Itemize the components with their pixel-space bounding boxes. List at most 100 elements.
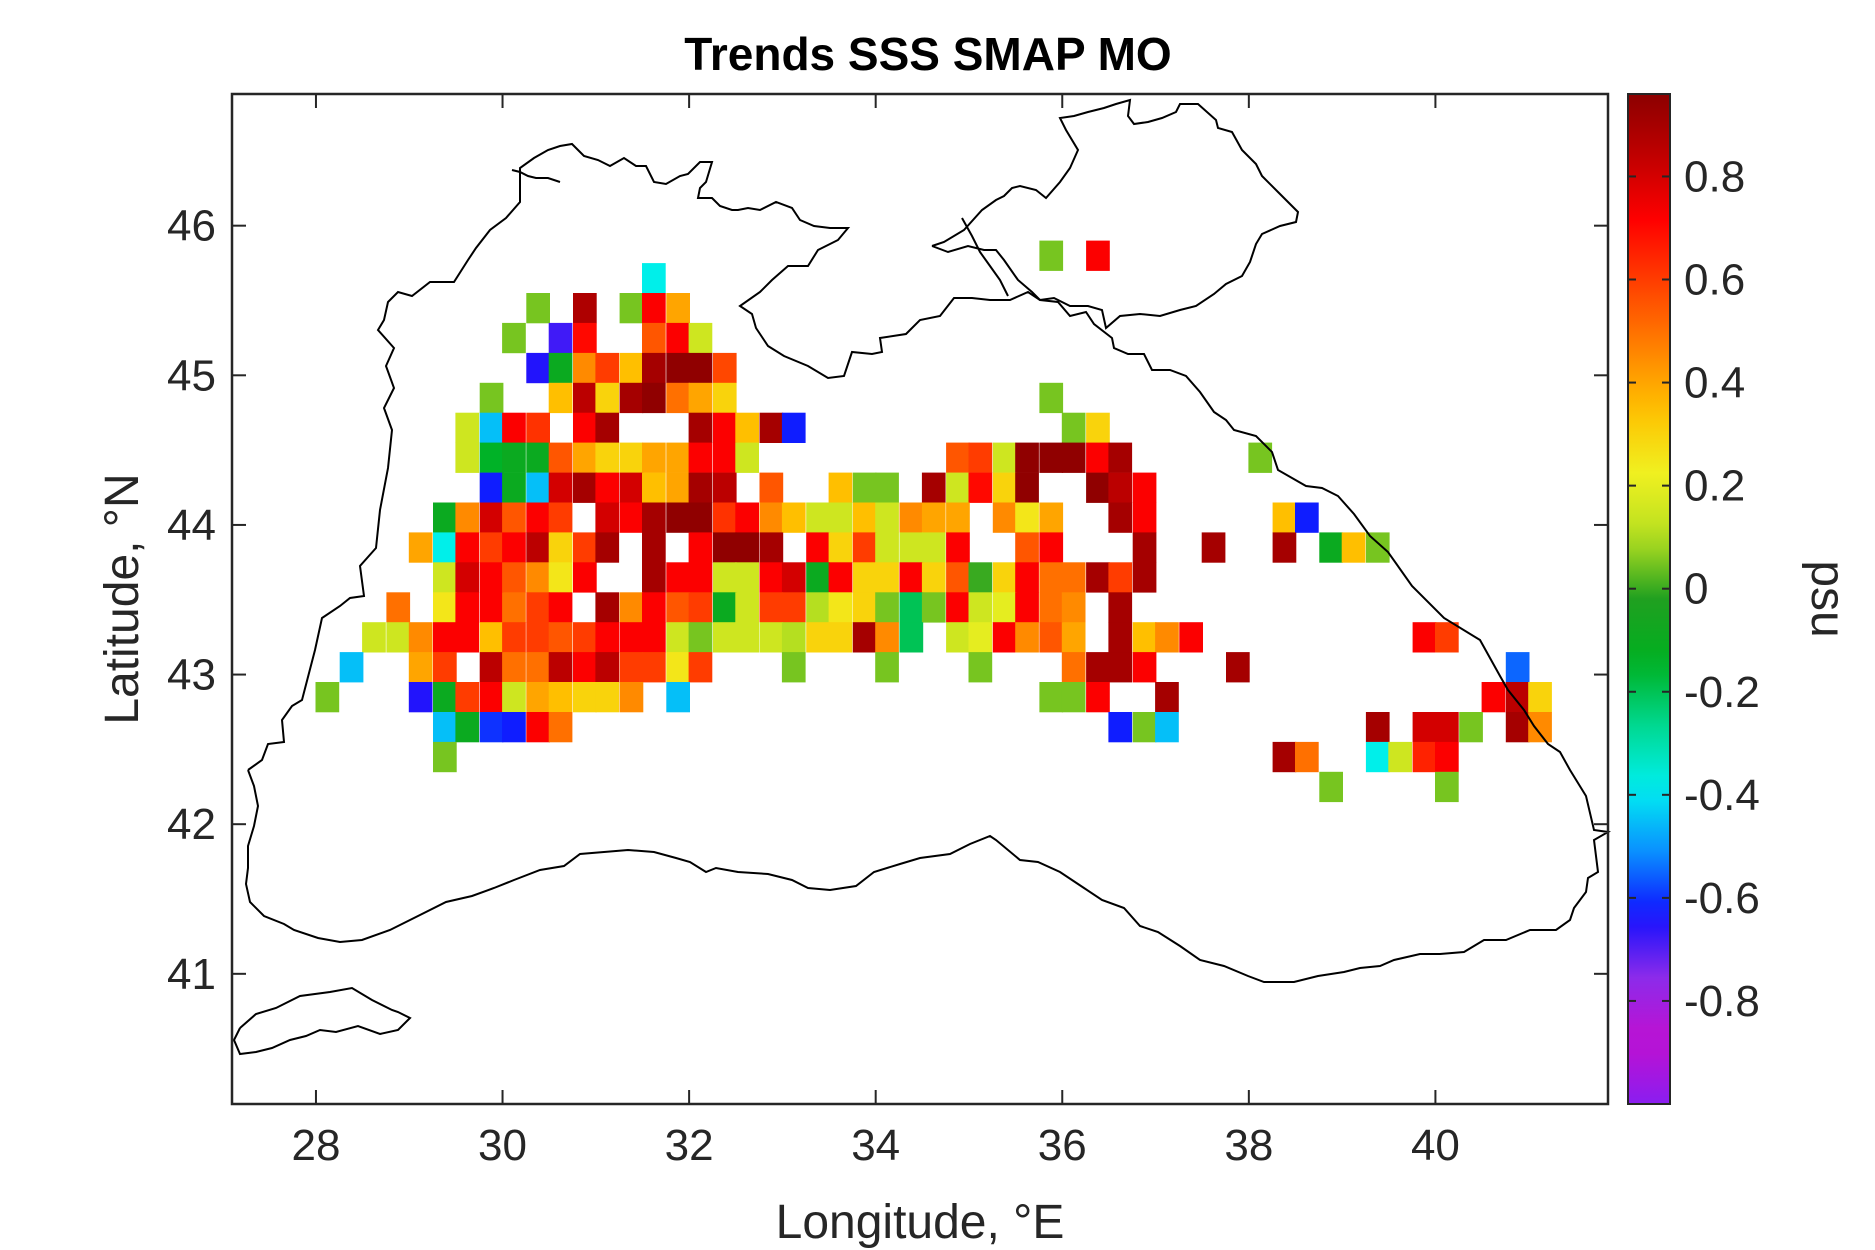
y-axis-ticks: 41 42 43 44 45 46 [167, 202, 1608, 999]
heatmap-cell [619, 622, 644, 653]
y-axis-label: Latitude, °N [96, 473, 149, 724]
heatmap-cell [1108, 652, 1133, 683]
heatmap-cell [1132, 622, 1157, 653]
heatmap-cell [1039, 592, 1064, 623]
heatmap-cell [642, 382, 666, 414]
heatmap-cell [433, 502, 457, 533]
heatmap-cell [921, 502, 946, 533]
x-tick-label: 30 [478, 1121, 527, 1170]
heatmap-cell [455, 682, 480, 713]
heatmap-cell [1086, 652, 1110, 683]
heatmap-cell [688, 652, 713, 683]
heatmap-cell [526, 502, 550, 533]
heatmap-cell [781, 622, 806, 653]
heatmap-cell [735, 442, 759, 473]
heatmap-cell [595, 682, 620, 713]
heatmap-cell [828, 592, 853, 623]
heatmap-cell [712, 382, 737, 414]
colorbar-tick-label: -0.6 [1684, 874, 1760, 923]
heatmap-cell [548, 652, 573, 683]
heatmap-cell [595, 442, 620, 473]
heatmap-cell [666, 293, 690, 324]
heatmap-cell [526, 652, 550, 683]
heatmap-cell [666, 442, 690, 473]
colorbar-tick-label: 0.6 [1684, 256, 1745, 305]
heatmap-cell [1226, 652, 1250, 683]
heatmap-cell [479, 412, 504, 443]
heatmap-cell [1086, 682, 1110, 713]
heatmap-cell [619, 442, 644, 473]
heatmap-cell [1132, 502, 1157, 533]
heatmap-cell [433, 562, 457, 593]
heatmap-cell [712, 562, 737, 593]
heatmap-cell [1179, 622, 1203, 653]
heatmap-cell [479, 472, 504, 503]
heatmap-cell [666, 592, 690, 623]
heatmap-cell [479, 502, 504, 533]
heatmap-cell [455, 622, 480, 653]
heatmap-cell [1108, 502, 1133, 533]
heatmap-cell [642, 352, 666, 384]
heatmap-cell [526, 682, 550, 713]
heatmap-cell [1086, 442, 1110, 473]
heatmap-cell [688, 562, 713, 593]
heatmap-cell [806, 532, 830, 563]
heatmap-cell [1039, 502, 1064, 533]
heatmap-cell [315, 682, 340, 713]
heatmap-cell [806, 622, 830, 653]
heatmap-cell [875, 472, 899, 503]
heatmap-cell [573, 442, 597, 473]
heatmap-cell [852, 592, 877, 623]
heatmap-cell [573, 322, 597, 354]
colorbar-ticks: -0.8 -0.6 -0.4 -0.2 0 0.2 0.4 0.6 0.8 [1628, 152, 1760, 1026]
heatmap-cell [666, 322, 690, 354]
y-tick-label: 46 [167, 202, 216, 251]
azov-sea-coastline [931, 98, 1300, 330]
coastline [232, 98, 1612, 1056]
heatmap-cell [1061, 412, 1086, 443]
heatmap-cell [1481, 682, 1506, 713]
heatmap-cell [362, 622, 386, 653]
heatmap-cell [595, 382, 620, 414]
heatmap-cell [548, 382, 573, 414]
heatmap-cell [1108, 562, 1133, 593]
heatmap-cell [712, 502, 737, 533]
heatmap-cell [899, 562, 924, 593]
heatmap-cell [1365, 741, 1390, 773]
heatmap-cell [502, 682, 526, 713]
heatmap-cell [1132, 562, 1157, 593]
heatmap-cell [548, 472, 573, 503]
heatmap-cell [479, 652, 504, 683]
heatmap-cell [712, 412, 737, 443]
heatmap-cell [619, 472, 644, 503]
heatmap-cell [386, 622, 411, 653]
heatmap-cell [595, 532, 620, 563]
heatmap-cell [526, 352, 550, 384]
heatmap-cell [573, 562, 597, 593]
heatmap-cell [502, 472, 526, 503]
heatmap-cell [573, 352, 597, 384]
heatmap-cell [688, 592, 713, 623]
heatmap-cell [1015, 442, 1039, 473]
heatmap-cell [1528, 682, 1552, 713]
heatmap-cell [921, 532, 946, 563]
heatmap-cell [992, 562, 1017, 593]
heatmap-cell [548, 682, 573, 713]
heatmap-cell [502, 592, 526, 623]
heatmap-cell [479, 682, 504, 713]
heatmap-cell [479, 712, 504, 743]
heatmap-cell [1132, 652, 1157, 683]
heatmap-cell [875, 622, 899, 653]
heatmap-cell [946, 592, 970, 623]
heatmap-cell [595, 352, 620, 384]
heatmap-cell [759, 472, 784, 503]
heatmap-cell [735, 592, 759, 623]
heatmap-cell [1505, 712, 1530, 743]
heatmap-cell [408, 622, 433, 653]
heatmap-cell [502, 712, 526, 743]
heatmap-cell [1039, 532, 1064, 563]
heatmap-cell [899, 622, 924, 653]
heatmap-cell [1015, 472, 1039, 503]
y-tick-label: 44 [167, 501, 216, 550]
heatmap-cell [1505, 682, 1530, 713]
